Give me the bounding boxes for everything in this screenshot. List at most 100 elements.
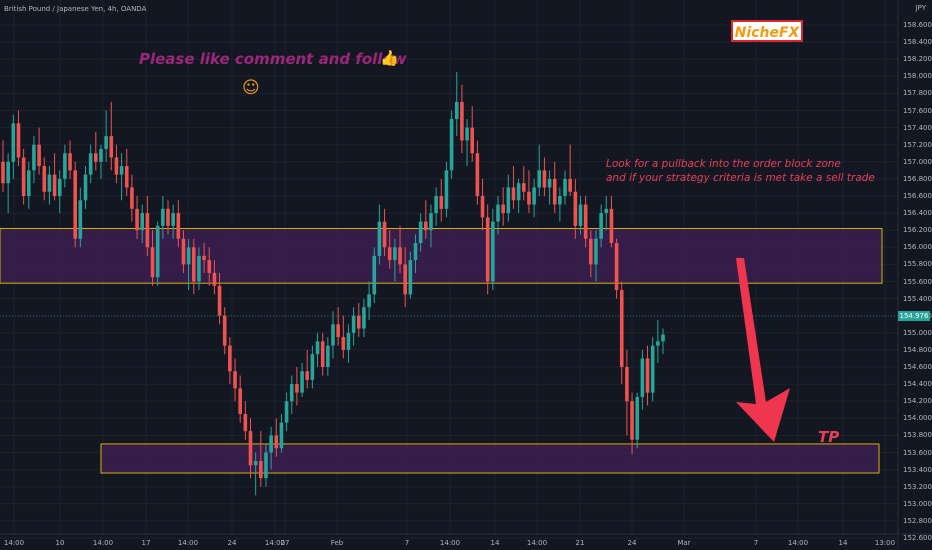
candle-body <box>186 247 191 265</box>
candle-body <box>284 401 289 423</box>
candle <box>542 157 547 196</box>
price-axis-label: 156.400 <box>903 209 932 218</box>
candle-body <box>130 187 134 209</box>
candle-body <box>542 170 547 188</box>
candle-body <box>222 315 227 346</box>
price-axis-label: 155.000 <box>903 328 932 337</box>
candle-body <box>640 358 645 397</box>
candle-body <box>429 213 433 231</box>
time-axis-label: 21 <box>575 539 585 547</box>
candle <box>284 392 289 432</box>
time-axis-label: 7 <box>753 539 759 547</box>
candle-body <box>449 119 454 171</box>
price-axis-label: 158.400 <box>903 38 932 47</box>
candle-body <box>181 238 186 265</box>
candle <box>124 148 129 196</box>
candle <box>382 208 387 256</box>
time-axis-label: 14:00 <box>439 539 461 547</box>
candle-body <box>73 170 77 239</box>
candle <box>212 260 217 295</box>
time-axis-label: 14 <box>490 539 500 547</box>
candle-body <box>444 170 449 209</box>
candle-body <box>114 157 119 175</box>
candle <box>166 200 170 235</box>
price-axis-label: 157.600 <box>903 106 932 115</box>
candle <box>21 148 26 205</box>
candle-body <box>238 388 242 415</box>
candle-body <box>253 461 258 466</box>
candle-body <box>460 101 464 141</box>
candle <box>326 337 330 376</box>
zones-layer <box>0 227 883 474</box>
candle <box>150 230 155 286</box>
candle-body <box>305 371 310 380</box>
candle-body <box>161 208 165 226</box>
candle <box>583 196 588 248</box>
candle <box>475 140 480 205</box>
candle-body <box>140 213 145 231</box>
candle-body <box>259 461 263 479</box>
candle-body <box>604 208 609 214</box>
candle-body <box>619 290 624 367</box>
candle <box>130 174 134 222</box>
candle-body <box>439 196 444 209</box>
price-axis-label: 156.600 <box>903 192 932 200</box>
time-axis-label: 17 <box>141 539 151 547</box>
candle <box>315 332 320 367</box>
candle <box>630 392 634 455</box>
candle <box>68 140 72 179</box>
candle-body <box>418 221 423 244</box>
candle-body <box>594 238 598 265</box>
candle <box>377 204 382 265</box>
order-block-zone[interactable] <box>0 227 883 284</box>
time-axis-label: 14:00 <box>787 539 809 547</box>
candle <box>161 196 165 239</box>
take-profit-zone[interactable] <box>100 443 880 474</box>
candle-body <box>228 345 232 372</box>
candle-body <box>351 315 356 333</box>
candle-body <box>527 191 531 205</box>
candle-body <box>568 178 572 192</box>
candle <box>578 196 583 235</box>
candle <box>558 187 562 222</box>
candle <box>465 119 469 167</box>
candle <box>63 144 67 188</box>
candle-body <box>207 260 212 273</box>
candle <box>202 243 206 273</box>
candle-body <box>145 213 150 248</box>
candle <box>197 247 201 291</box>
candle-body <box>521 183 526 192</box>
candle <box>640 349 645 410</box>
candle-body <box>243 414 248 432</box>
symbol-title: British Pound / Japanese Yen, 4h, OANDA <box>4 5 147 13</box>
candle <box>228 337 232 385</box>
candle-body <box>501 204 505 214</box>
candle <box>439 178 444 222</box>
candle <box>52 153 57 201</box>
candle <box>119 153 124 201</box>
price-axis-label: 157.000 <box>903 157 932 166</box>
candle <box>26 161 31 209</box>
brand-logo: NicheFX <box>731 20 803 42</box>
candle-body <box>279 422 284 449</box>
price-axis-label: 157.400 <box>903 123 932 132</box>
candle <box>243 401 248 440</box>
candle-body <box>413 243 418 261</box>
price-axis-label: 152.800 <box>903 516 932 525</box>
candle <box>356 302 361 338</box>
candle-body <box>248 431 253 466</box>
candle-body <box>367 294 371 308</box>
smiley-icon: ☺ <box>242 78 260 98</box>
candle-body <box>656 341 660 346</box>
candle <box>393 238 397 282</box>
candle <box>594 230 598 282</box>
candle <box>547 170 552 205</box>
candle-body <box>57 178 62 196</box>
candle <box>300 362 304 397</box>
price-axis-label: 153.600 <box>903 448 932 457</box>
candle-body <box>6 161 10 184</box>
candle <box>568 144 572 196</box>
candle-body <box>32 144 36 171</box>
candle-body <box>552 178 557 205</box>
